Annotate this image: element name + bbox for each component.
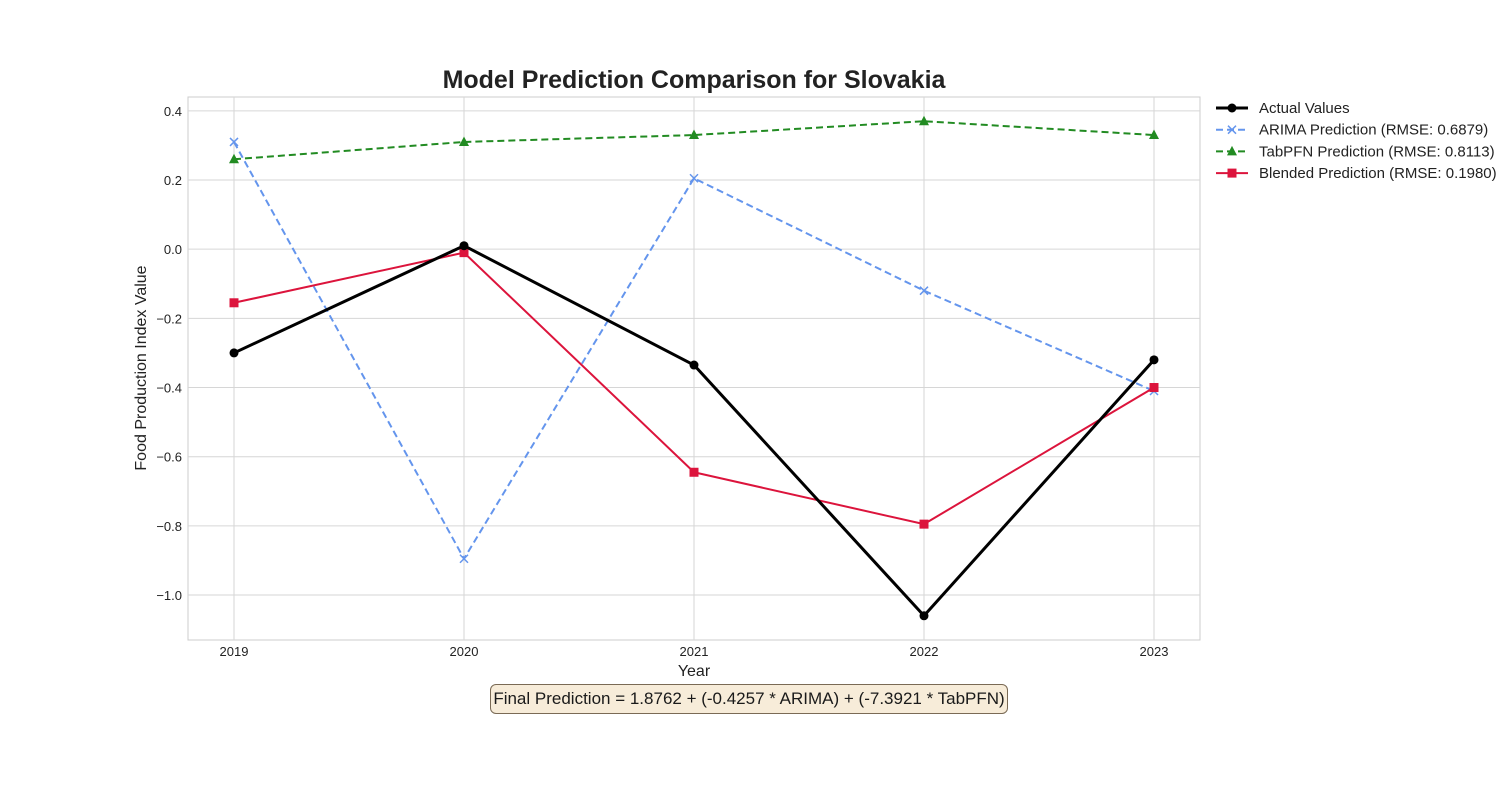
legend-entry: TabPFN Prediction (RMSE: 0.8113) [1216,143,1495,160]
x-tick-label: 2019 [220,644,249,659]
data-point [229,298,239,308]
y-tick-label: 0.0 [164,242,182,257]
chart-title: Model Prediction Comparison for Slovakia [443,66,947,94]
data-point [689,360,699,370]
legend-label: ARIMA Prediction (RMSE: 0.6879) [1259,122,1488,139]
x-axis-ticks: 2019 2020 2021 2022 2023 [220,644,1169,659]
data-point [229,348,239,358]
y-tick-label: −0.8 [156,519,182,534]
y-tick-label: −0.6 [156,450,182,465]
data-point [459,554,469,564]
legend-marker [1227,168,1237,178]
y-tick-label: −0.2 [156,311,182,326]
legend-label: Blended Prediction (RMSE: 0.1980) [1259,165,1497,182]
formula-annotation: Final Prediction = 1.8762 + (-0.4257 * A… [490,684,1008,714]
series-0 [229,241,1159,621]
series-2 [229,115,1159,164]
data-point [1149,383,1159,393]
data-point [689,173,699,183]
data-point [459,136,469,146]
data-point [689,129,699,140]
legend-marker [1227,125,1237,135]
data-point [689,467,699,477]
legend: Actual Values ARIMA Prediction (RMSE: 0.6… [1216,100,1497,182]
legend-label: Actual Values [1259,100,1350,117]
x-tick-label: 2023 [1140,644,1169,659]
legend-marker [1227,145,1237,156]
x-tick-label: 2021 [680,644,709,659]
data-point [1149,129,1159,140]
y-axis-ticks: 0.4 0.2 0.0 −0.2 −0.4 −0.6 −0.8 −1.0 [156,104,182,603]
data-point [919,286,929,296]
y-tick-label: 0.2 [164,173,182,188]
data-point [919,115,929,126]
data-point [919,611,929,621]
series-line [233,141,1155,560]
formula-text: Final Prediction = 1.8762 + (-0.4257 * A… [493,689,1005,708]
legend-marker [1227,103,1237,113]
series-1 [229,137,1159,564]
x-tick-label: 2022 [910,644,939,659]
data-point [919,519,929,529]
grid-lines [188,97,1200,640]
data-point [459,241,469,251]
data-point [229,137,239,147]
legend-label: TabPFN Prediction (RMSE: 0.8113) [1259,143,1495,160]
series-layer [229,115,1159,621]
data-point [1149,355,1159,365]
y-tick-label: −1.0 [156,588,182,603]
legend-entry: ARIMA Prediction (RMSE: 0.6879) [1216,122,1488,139]
legend-entry: Actual Values [1216,100,1350,117]
series-3 [229,248,1159,529]
y-tick-label: −0.4 [156,381,182,396]
x-tick-label: 2020 [450,644,479,659]
y-axis-label: Food Production Index Value [133,265,150,470]
data-point [229,153,239,164]
x-axis-label: Year [678,663,711,680]
y-tick-label: 0.4 [164,104,182,119]
data-point [459,248,469,258]
legend-entry: Blended Prediction (RMSE: 0.1980) [1216,165,1497,182]
